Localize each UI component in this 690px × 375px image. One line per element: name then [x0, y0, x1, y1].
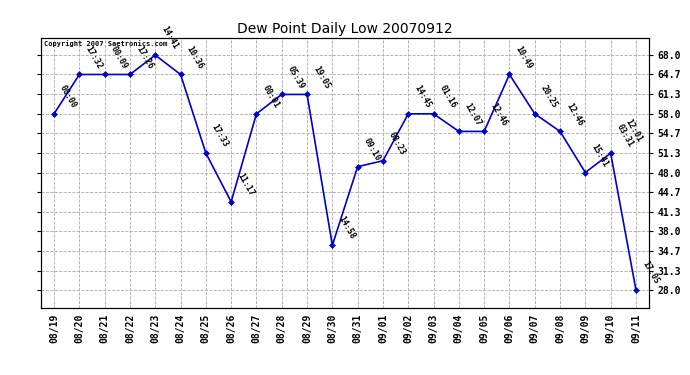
Text: 17:05: 17:05 [640, 260, 660, 286]
Text: 15:41: 15:41 [589, 142, 610, 168]
Text: 09:10: 09:10 [362, 136, 382, 162]
Text: 01:16: 01:16 [437, 84, 458, 110]
Text: 00:01: 00:01 [261, 84, 281, 110]
Text: 17:32: 17:32 [83, 44, 104, 70]
Text: 14:41: 14:41 [159, 25, 179, 51]
Text: 12:01
03:31: 12:01 03:31 [615, 118, 644, 149]
Text: 08:23: 08:23 [387, 130, 407, 157]
Text: 00:00: 00:00 [58, 84, 79, 110]
Text: 10:49: 10:49 [513, 44, 534, 70]
Text: 19:05: 19:05 [311, 64, 331, 90]
Text: 12:07: 12:07 [463, 101, 483, 127]
Text: 14:58: 14:58 [337, 215, 357, 241]
Text: 10:36: 10:36 [185, 44, 205, 70]
Text: 12:46: 12:46 [564, 101, 584, 127]
Title: Dew Point Daily Low 20070912: Dew Point Daily Low 20070912 [237, 22, 453, 36]
Text: Copyright 2007 Saetronics.com: Copyright 2007 Saetronics.com [44, 40, 168, 47]
Text: 11:17: 11:17 [235, 171, 255, 198]
Text: 14:45: 14:45 [413, 84, 433, 110]
Text: 17:26: 17:26 [134, 44, 155, 70]
Text: 12:46: 12:46 [489, 101, 509, 127]
Text: 00:09: 00:09 [109, 44, 129, 70]
Text: 05:39: 05:39 [286, 64, 306, 90]
Text: 20:25: 20:25 [539, 84, 559, 110]
Text: 17:33: 17:33 [210, 123, 230, 149]
